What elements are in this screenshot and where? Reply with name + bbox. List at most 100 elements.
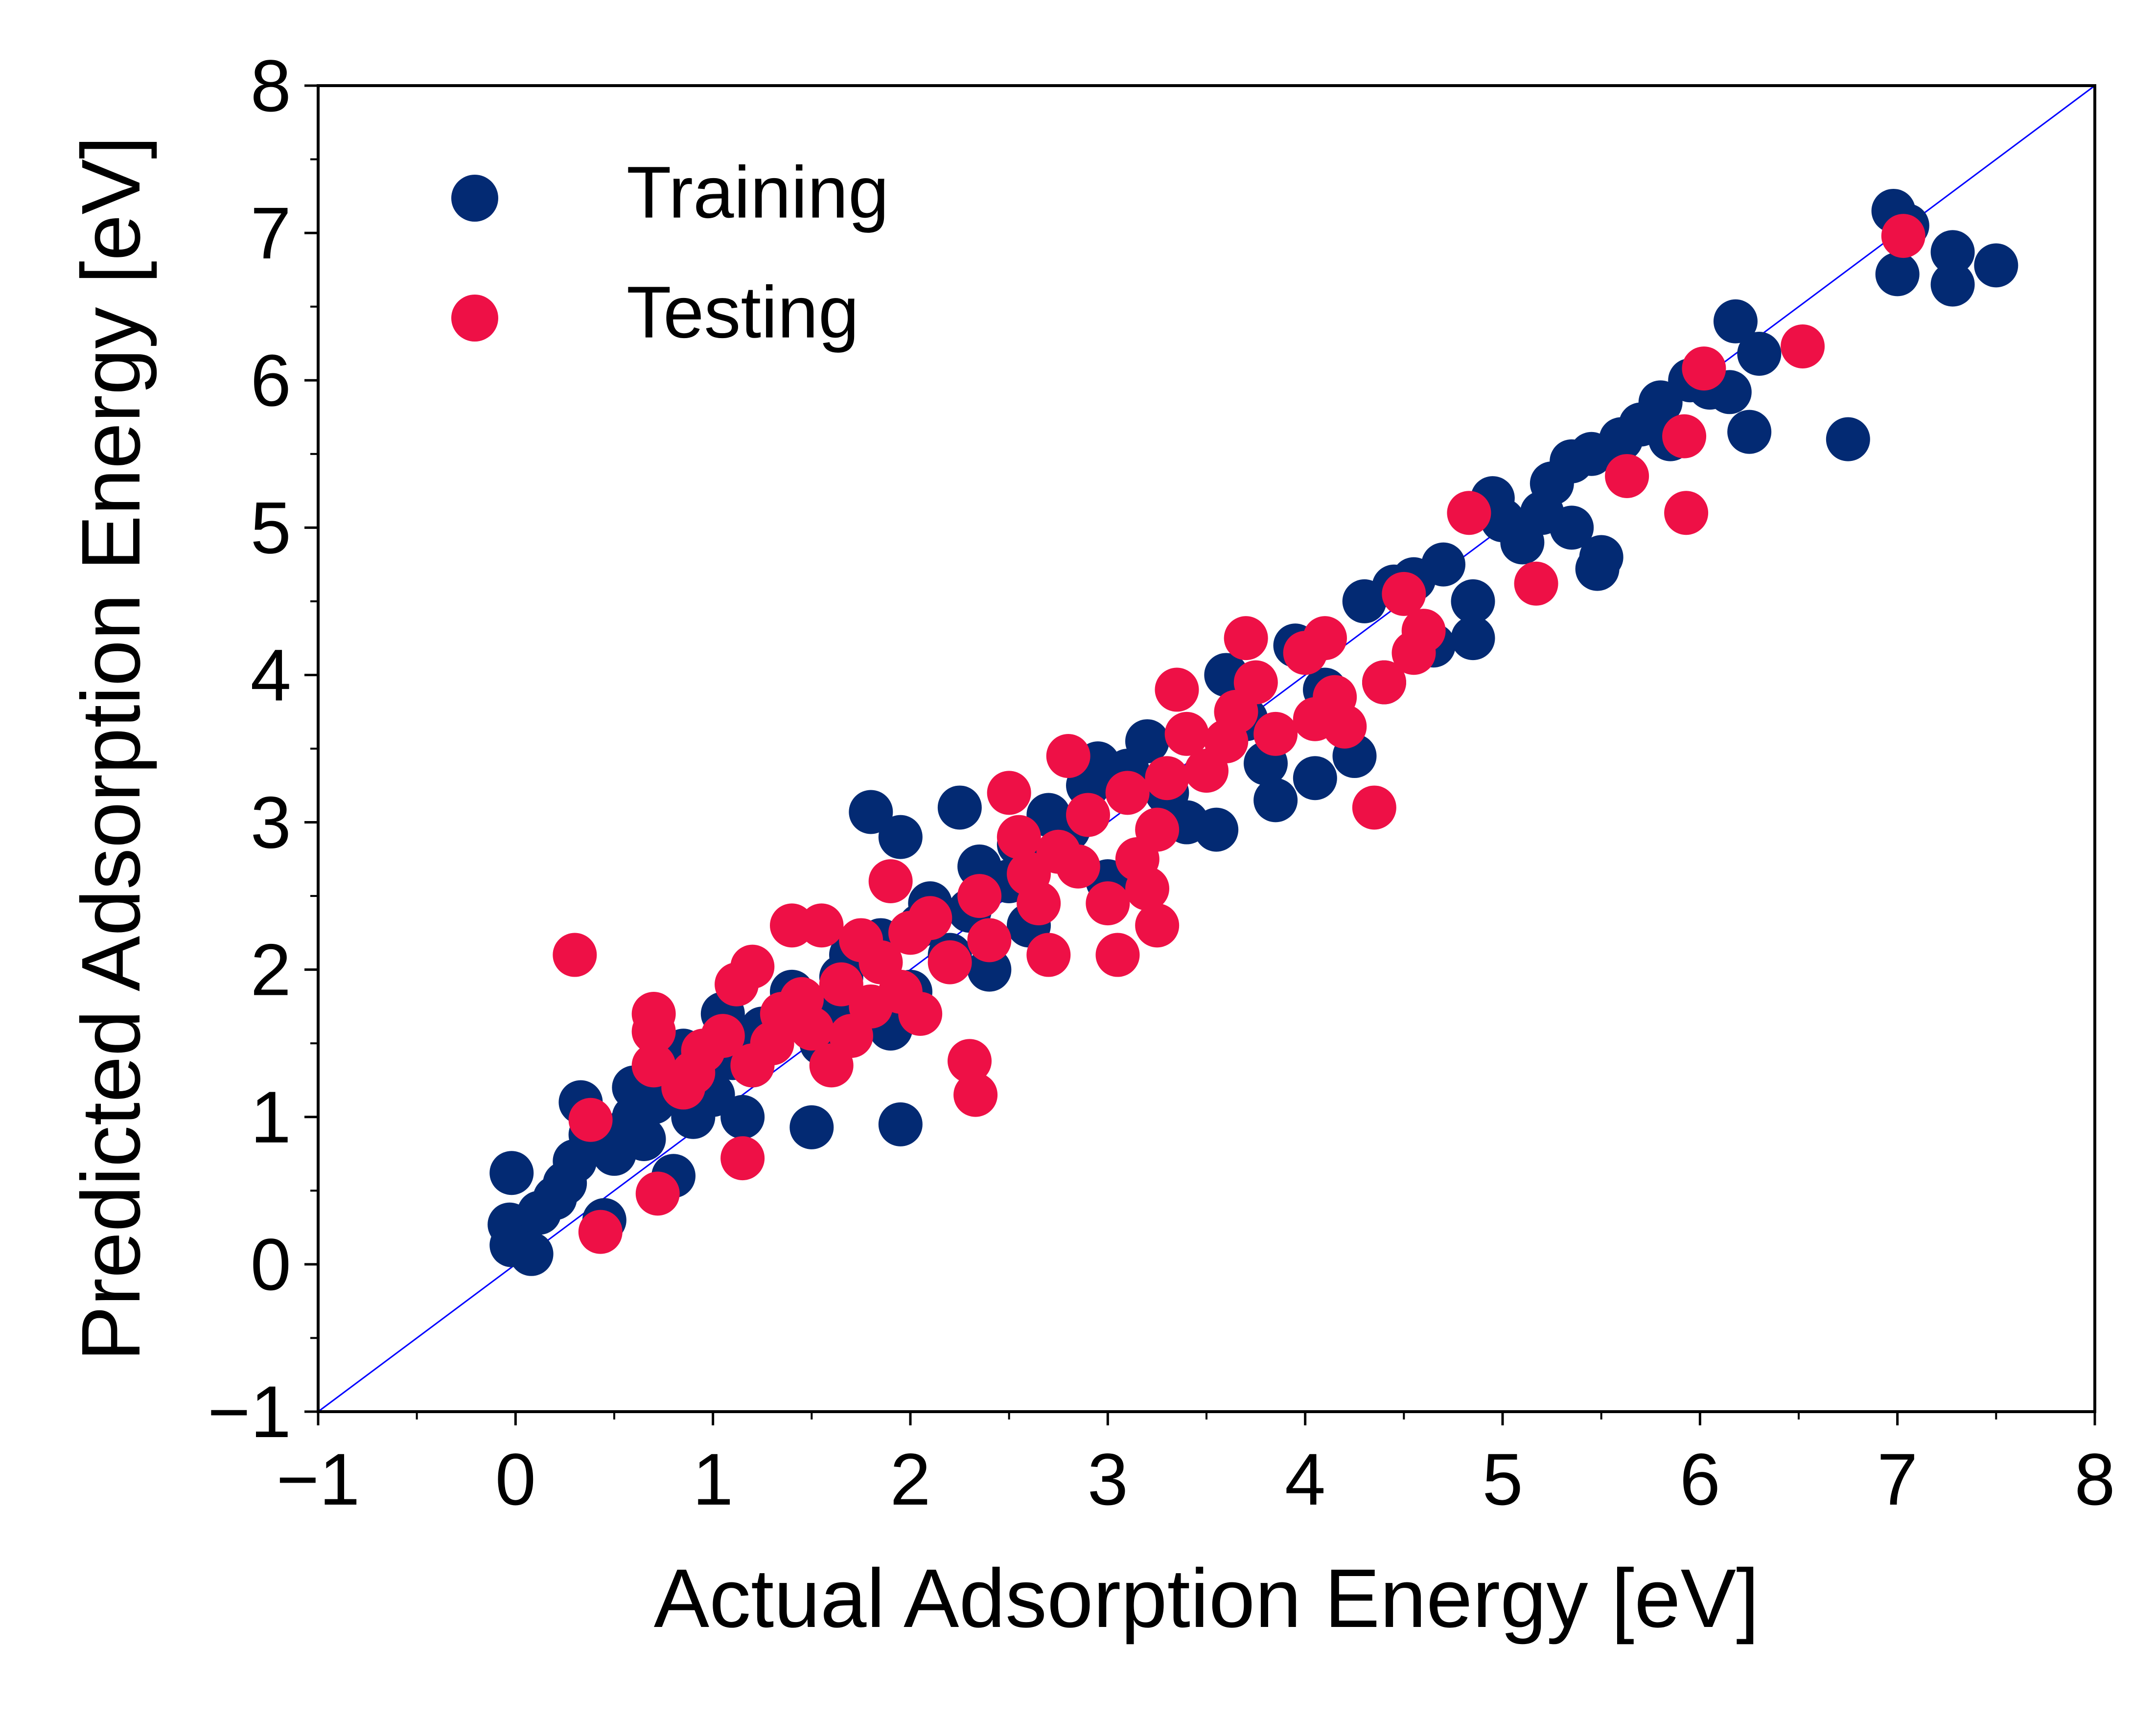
testing-point <box>1881 214 1925 258</box>
x-tick-label: 7 <box>1877 1438 1918 1520</box>
x-axis: −1 0 1 2 3 4 5 6 7 8 <box>276 1412 2115 1520</box>
training-point <box>509 1232 554 1276</box>
training-point <box>1930 262 1975 307</box>
x-axis-title: Actual Adsorption Energy [eV] <box>654 1552 1760 1645</box>
training-point <box>1421 542 1465 587</box>
testing-point <box>1017 881 1061 926</box>
testing-point <box>789 1007 834 1051</box>
testing-point <box>1322 704 1367 749</box>
legend-label-training: Training <box>626 151 889 233</box>
y-tick-label: 6 <box>251 339 291 421</box>
training-point <box>1713 299 1758 343</box>
x-tick-label: 3 <box>1088 1438 1128 1520</box>
x-tick-label: 0 <box>495 1438 536 1520</box>
testing-point <box>953 1073 998 1117</box>
testing-point <box>927 940 972 984</box>
testing-point <box>1066 793 1110 837</box>
testing-point <box>799 903 844 948</box>
x-tick-label: 4 <box>1285 1438 1325 1520</box>
plot-area <box>317 84 2096 1413</box>
training-point <box>1737 332 1782 376</box>
testing-point <box>898 992 943 1036</box>
testing-point <box>1303 616 1347 661</box>
y-tick-label: 0 <box>251 1223 291 1305</box>
legend-label-testing: Testing <box>626 271 859 353</box>
testing-point <box>997 815 1041 859</box>
y-tick-label: 2 <box>251 929 291 1011</box>
training-point <box>1875 252 1920 297</box>
testing-point <box>1664 491 1709 535</box>
testing-point <box>1155 667 1199 712</box>
testing-point <box>720 1136 765 1181</box>
legend: Training Testing <box>451 151 889 353</box>
testing-point <box>1056 844 1100 889</box>
training-point <box>1550 505 1594 550</box>
testing-point <box>1352 785 1396 830</box>
testing-point <box>1026 933 1071 977</box>
testing-point <box>1224 616 1268 661</box>
training-point <box>789 1105 834 1149</box>
x-tick-label: 5 <box>1482 1438 1523 1520</box>
legend-marker-testing <box>451 295 498 342</box>
y-axis-title: Predicted Adsorption Energy [eV] <box>65 136 158 1361</box>
training-point <box>878 1102 923 1146</box>
y-tick-label: 7 <box>251 192 291 274</box>
training-point <box>1253 778 1298 823</box>
testing-point <box>553 933 597 977</box>
training-point <box>1974 243 2018 288</box>
testing-point <box>1046 734 1090 778</box>
training-point <box>1194 807 1239 852</box>
testing-point <box>1382 572 1426 616</box>
training-point <box>1293 756 1337 801</box>
testing-point <box>1095 933 1140 977</box>
training-point <box>1451 579 1495 623</box>
testing-point <box>1682 346 1726 391</box>
testing-point <box>568 1098 613 1142</box>
training-point <box>720 1095 765 1139</box>
testing-point <box>987 771 1031 815</box>
testing-point <box>1514 561 1558 606</box>
testing-point <box>1105 771 1150 815</box>
training-point <box>1451 616 1495 661</box>
testing-point <box>1145 756 1189 801</box>
testing-point <box>631 1009 676 1054</box>
y-tick-label: −1 <box>208 1371 291 1453</box>
y-tick-label: 3 <box>251 781 291 864</box>
testing-point <box>1233 660 1278 705</box>
training-point <box>849 790 893 834</box>
training-point <box>1930 230 1975 275</box>
testing-point <box>1447 491 1491 535</box>
testing-point <box>957 874 1002 918</box>
x-tick-label: 2 <box>890 1438 930 1520</box>
y-tick-label: 5 <box>251 486 291 569</box>
testing-point <box>1781 324 1825 368</box>
testing-point <box>730 944 775 989</box>
testing-point <box>700 1014 745 1058</box>
training-point <box>1826 417 1870 461</box>
testing-point <box>948 1039 992 1083</box>
testing-point <box>1662 414 1707 458</box>
training-point <box>489 1151 534 1195</box>
training-point <box>1125 719 1169 763</box>
testing-point <box>1135 903 1180 948</box>
training-point <box>878 815 923 859</box>
testing-point <box>1125 867 1169 911</box>
testing-point <box>1401 609 1446 653</box>
data-points <box>487 188 2018 1276</box>
y-tick-label: 1 <box>251 1076 291 1158</box>
testing-point <box>578 1210 623 1254</box>
testing-point <box>1253 711 1298 756</box>
y-axis: −1 0 1 2 3 4 5 6 7 8 <box>208 45 318 1453</box>
testing-point <box>635 1171 680 1216</box>
training-point <box>1727 410 1772 454</box>
testing-point <box>1362 660 1406 705</box>
x-tick-label: 8 <box>2074 1438 2115 1520</box>
training-point <box>1579 535 1623 579</box>
testing-point <box>1164 711 1209 756</box>
x-tick-label: −1 <box>276 1438 360 1520</box>
training-point <box>622 1117 666 1161</box>
testing-point <box>967 918 1012 962</box>
x-tick-label: 1 <box>693 1438 733 1520</box>
testing-point <box>1605 454 1649 498</box>
y-tick-label: 4 <box>251 634 291 716</box>
